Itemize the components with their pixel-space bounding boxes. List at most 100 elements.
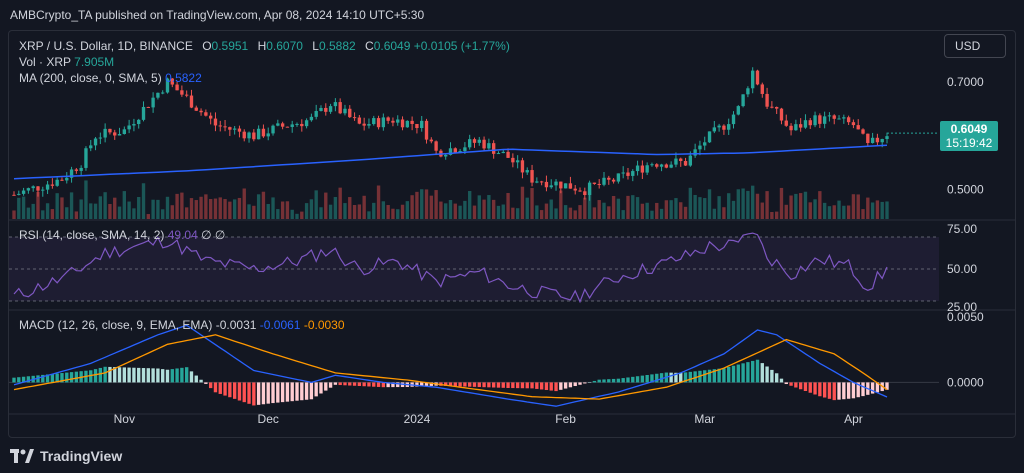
macd-axis-label: 0.0050	[947, 310, 984, 324]
rsi-extra-1: ∅	[201, 228, 212, 242]
candle-body	[324, 107, 328, 112]
candle-body	[295, 123, 299, 125]
chart-frame[interactable]: 0.70000.60000.500075.0050.0025.000.00500…	[8, 30, 1016, 438]
macd-hist-bar	[655, 373, 659, 383]
volume-bar	[827, 206, 832, 219]
volume-bar	[611, 195, 616, 219]
volume-bar	[242, 188, 246, 219]
volume-group	[12, 180, 889, 219]
macd-hist-bar	[324, 382, 328, 391]
macd-hist-bar	[185, 367, 189, 383]
candle-body	[208, 115, 213, 119]
candle-body	[362, 123, 366, 126]
rsi-label[interactable]: RSI (14, close, SMA, 14, 2)	[19, 228, 165, 242]
volume-bar	[189, 198, 194, 219]
candle-body	[861, 129, 865, 134]
candle-body	[348, 108, 352, 118]
macd-hist-bar	[487, 382, 491, 388]
candle-body	[199, 110, 203, 113]
macd-hist-bar	[722, 368, 726, 383]
volume-bar	[866, 197, 870, 219]
candle-body	[803, 120, 808, 128]
currency-button[interactable]: USD	[944, 34, 1006, 58]
macd-hist-bar	[420, 382, 424, 387]
candle-body	[832, 115, 836, 119]
volume-bar	[655, 202, 659, 219]
macd-hist-bar	[357, 382, 362, 386]
volume-bar	[367, 211, 371, 219]
candle-body	[621, 172, 625, 174]
macd-hist-bar	[703, 370, 707, 383]
candle-body	[880, 139, 884, 143]
candle-body	[93, 138, 98, 146]
volume-label[interactable]: Vol · XRP	[19, 55, 71, 69]
candle-body	[420, 120, 424, 129]
volume-bar	[832, 205, 836, 219]
time-axis-label: 2024	[404, 412, 431, 426]
candle-body	[156, 92, 160, 98]
candle-body	[635, 165, 640, 172]
macd-hist-bar	[731, 365, 736, 383]
candle-body	[760, 84, 764, 94]
macd-hist-bar	[65, 372, 69, 383]
macd-hist-bar	[501, 382, 505, 388]
rsi-axis-label: 50.00	[947, 262, 977, 276]
candle-body	[429, 139, 433, 142]
volume-bar	[875, 200, 880, 219]
candle-body	[113, 132, 117, 136]
candle-body	[794, 124, 798, 131]
volume-bar	[765, 191, 769, 219]
candle-body	[472, 139, 477, 143]
candle-body	[122, 129, 127, 134]
candle-body	[319, 107, 323, 111]
candle-body	[774, 106, 779, 109]
candle-body	[487, 143, 491, 149]
volume-bar	[751, 185, 755, 219]
volume-bar	[683, 206, 688, 219]
candle-body	[712, 127, 716, 132]
ma-label[interactable]: MA (200, close, 0, SMA, 5)	[19, 71, 162, 85]
macd-hist-bar	[535, 382, 539, 389]
candle-body	[765, 93, 769, 107]
macd-hist-bar	[444, 382, 448, 386]
tradingview-logo[interactable]: TradingView	[10, 448, 122, 464]
volume-bar	[132, 208, 136, 219]
price-axis-label: 0.5000	[947, 182, 984, 196]
volume-bar	[808, 202, 812, 219]
macd-hist-bar	[300, 382, 304, 401]
candle-body	[770, 106, 774, 108]
macd-hist-bar	[506, 382, 510, 388]
macd-hist-bar	[861, 382, 865, 397]
volume-bar	[376, 185, 381, 219]
time-axis-label: Mar	[694, 412, 715, 426]
macd-hist-bar	[98, 367, 103, 383]
last-price-value: 0.6049	[950, 122, 988, 136]
candles-group	[12, 67, 889, 201]
volume-bar	[698, 197, 702, 219]
volume-bar	[141, 183, 146, 219]
symbol-name[interactable]: XRP / U.S. Dollar, 1D, BINANCE	[19, 39, 193, 53]
candle-body	[256, 128, 261, 140]
macd-hist-bar	[69, 372, 74, 383]
candle-body	[434, 141, 438, 151]
volume-bar	[837, 200, 841, 219]
macd-hist-bar	[674, 372, 678, 383]
candle-body	[165, 78, 170, 93]
volume-bar	[285, 201, 290, 219]
macd-hist-bar	[55, 373, 59, 383]
candle-body	[79, 167, 83, 171]
chart-canvas[interactable]: 0.70000.60000.500075.0050.0025.000.00500…	[9, 31, 1016, 438]
macd-label[interactable]: MACD (12, 26, close, 9, EMA, EMA)	[19, 318, 213, 332]
volume-bar	[314, 190, 318, 219]
time-axis-label: Feb	[555, 412, 576, 426]
candle-body	[405, 120, 410, 128]
candle-body	[252, 132, 256, 140]
macd-hist-bar	[832, 382, 836, 401]
candle-body	[328, 106, 333, 112]
candle-body	[602, 177, 606, 185]
footer: TradingView	[0, 440, 1024, 473]
macd-hist-bar	[559, 382, 563, 390]
volume-bar	[338, 187, 342, 219]
volume-bar	[185, 207, 189, 219]
candle-body	[511, 157, 515, 163]
